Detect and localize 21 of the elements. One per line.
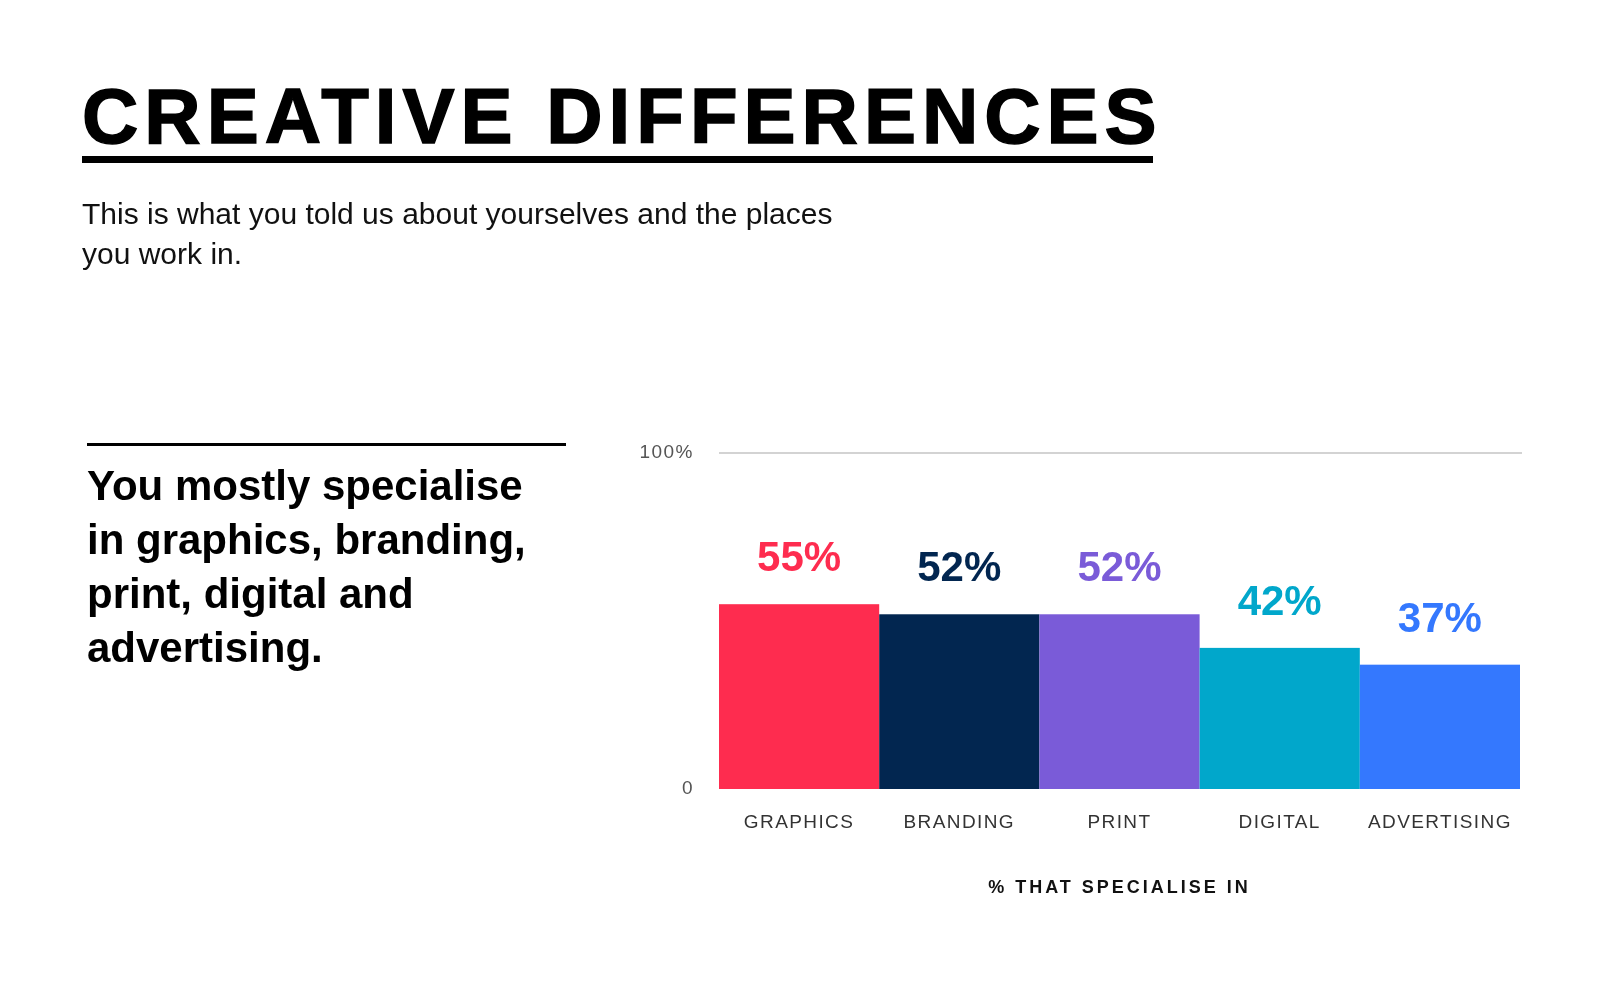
text: You mostly specialise in graphics, branding, print, digital and advertising. <box>87 462 526 671</box>
x-axis-title: % THAT SPECIALISE IN <box>988 877 1251 897</box>
x-tick-label: BRANDING <box>903 811 1016 832</box>
x-tick-label: PRINT <box>1087 811 1152 832</box>
x-tick-label: ADVERTISING <box>1367 811 1512 832</box>
bar <box>879 614 1040 789</box>
data-label: 42% <box>1237 576 1322 624</box>
bar <box>1039 614 1200 789</box>
chart-title: CREATIVE DIFFERENCES <box>82 72 1163 160</box>
bar <box>719 604 880 789</box>
data-label: 52% <box>1077 543 1162 591</box>
bar <box>1359 664 1520 789</box>
x-tick-label: GRAPHICS <box>743 811 855 832</box>
data-label: 55% <box>757 533 842 581</box>
y-tick-label: 0 <box>681 777 694 799</box>
data-label: 37% <box>1397 593 1482 641</box>
bar <box>1199 647 1360 789</box>
y-tick-label: 100% <box>639 441 694 463</box>
data-label: 52% <box>917 543 1002 591</box>
x-tick-label: DIGITAL <box>1238 811 1321 832</box>
text: This is what you told us about yourselves and the places you work in. <box>82 197 833 270</box>
